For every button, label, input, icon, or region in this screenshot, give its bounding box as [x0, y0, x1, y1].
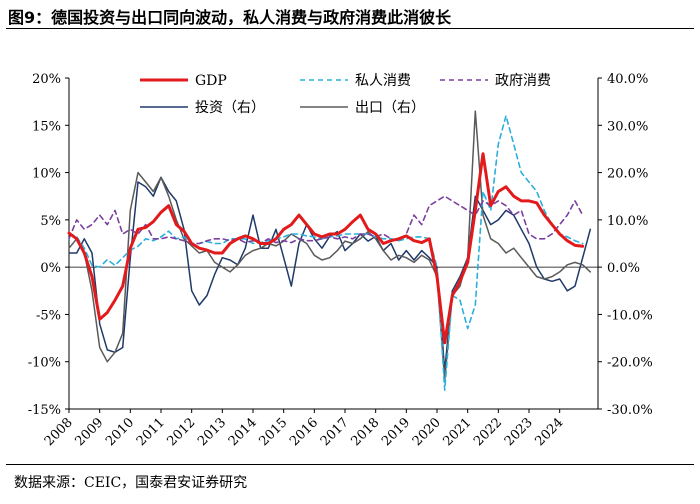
figure-title: 图9：德国投资与出口同向波动，私人消费与政府消费此消彼长: [8, 8, 452, 27]
x-axis: 2008200920102011201220132014201520162017…: [42, 409, 566, 449]
left-tick-label: -10%: [28, 356, 61, 371]
left-tick-label: 5%: [40, 214, 61, 229]
series-line-2: [68, 195, 584, 245]
x-tick-label: 2016: [287, 415, 321, 449]
right-axis: -30.0% -20.0% -10.0% 0.0% 10.0% 20.0% 30.0% 40.…: [598, 72, 653, 418]
left-axis: -15% -10% -5% 0% 5% 10% 15% 20%: [28, 72, 69, 418]
x-tick-label: 2009: [72, 415, 106, 449]
x-tick-label: 2011: [134, 415, 168, 449]
right-tick-label: -20.0%: [607, 356, 653, 371]
x-tick-label: 2008: [42, 415, 76, 449]
right-tick-label: 30.0%: [607, 119, 648, 134]
series-line-0: [67, 152, 585, 345]
left-tick-label: 0%: [40, 261, 61, 276]
x-tick-label: 2020: [410, 415, 444, 449]
right-tick-label: -10.0%: [607, 308, 653, 323]
legend-label-2: 政府消费: [495, 73, 551, 89]
title-divider: [6, 28, 694, 29]
x-tick-label: 2012: [164, 415, 198, 449]
left-tick-label: 10%: [32, 167, 61, 182]
legend-label-4: 出口（右）: [355, 100, 425, 116]
right-tick-label: 10.0%: [607, 214, 648, 229]
legend-label-1: 私人消费: [355, 73, 411, 89]
right-tick-label: 20.0%: [607, 167, 648, 182]
left-tick-label: 15%: [32, 119, 61, 134]
source-divider: [6, 464, 694, 465]
series-line-3: [68, 176, 592, 372]
legend-label-0: GDP: [195, 73, 227, 89]
right-tick-label: 0.0%: [607, 261, 640, 276]
left-tick-label: -15%: [28, 403, 61, 418]
x-tick-label: 2024: [532, 415, 566, 449]
legend-label-3: 投资（右）: [195, 100, 265, 116]
plot-frame: [68, 78, 599, 410]
x-tick-label: 2014: [226, 415, 260, 449]
source-note: 数据来源：CEIC，国泰君安证券研究: [14, 475, 248, 491]
series-line-4: [68, 110, 592, 382]
right-tick-label: -30.0%: [607, 403, 653, 418]
x-tick-label: 2023: [502, 415, 536, 449]
x-tick-label: 2015: [256, 415, 290, 449]
x-tick-label: 2022: [471, 415, 505, 449]
x-tick-label: 2021: [440, 415, 474, 449]
series-line-1: [68, 115, 584, 391]
x-tick-label: 2018: [348, 415, 382, 449]
left-tick-label: -5%: [36, 308, 61, 323]
x-tick-label: 2017: [318, 415, 352, 449]
left-tick-label: 20%: [32, 72, 61, 87]
right-tick-label: 40.0%: [607, 72, 648, 87]
x-tick-label: 2019: [379, 415, 413, 449]
x-tick-label: 2013: [195, 415, 229, 449]
x-tick-label: 2010: [103, 415, 137, 449]
series-lines: [67, 110, 592, 391]
